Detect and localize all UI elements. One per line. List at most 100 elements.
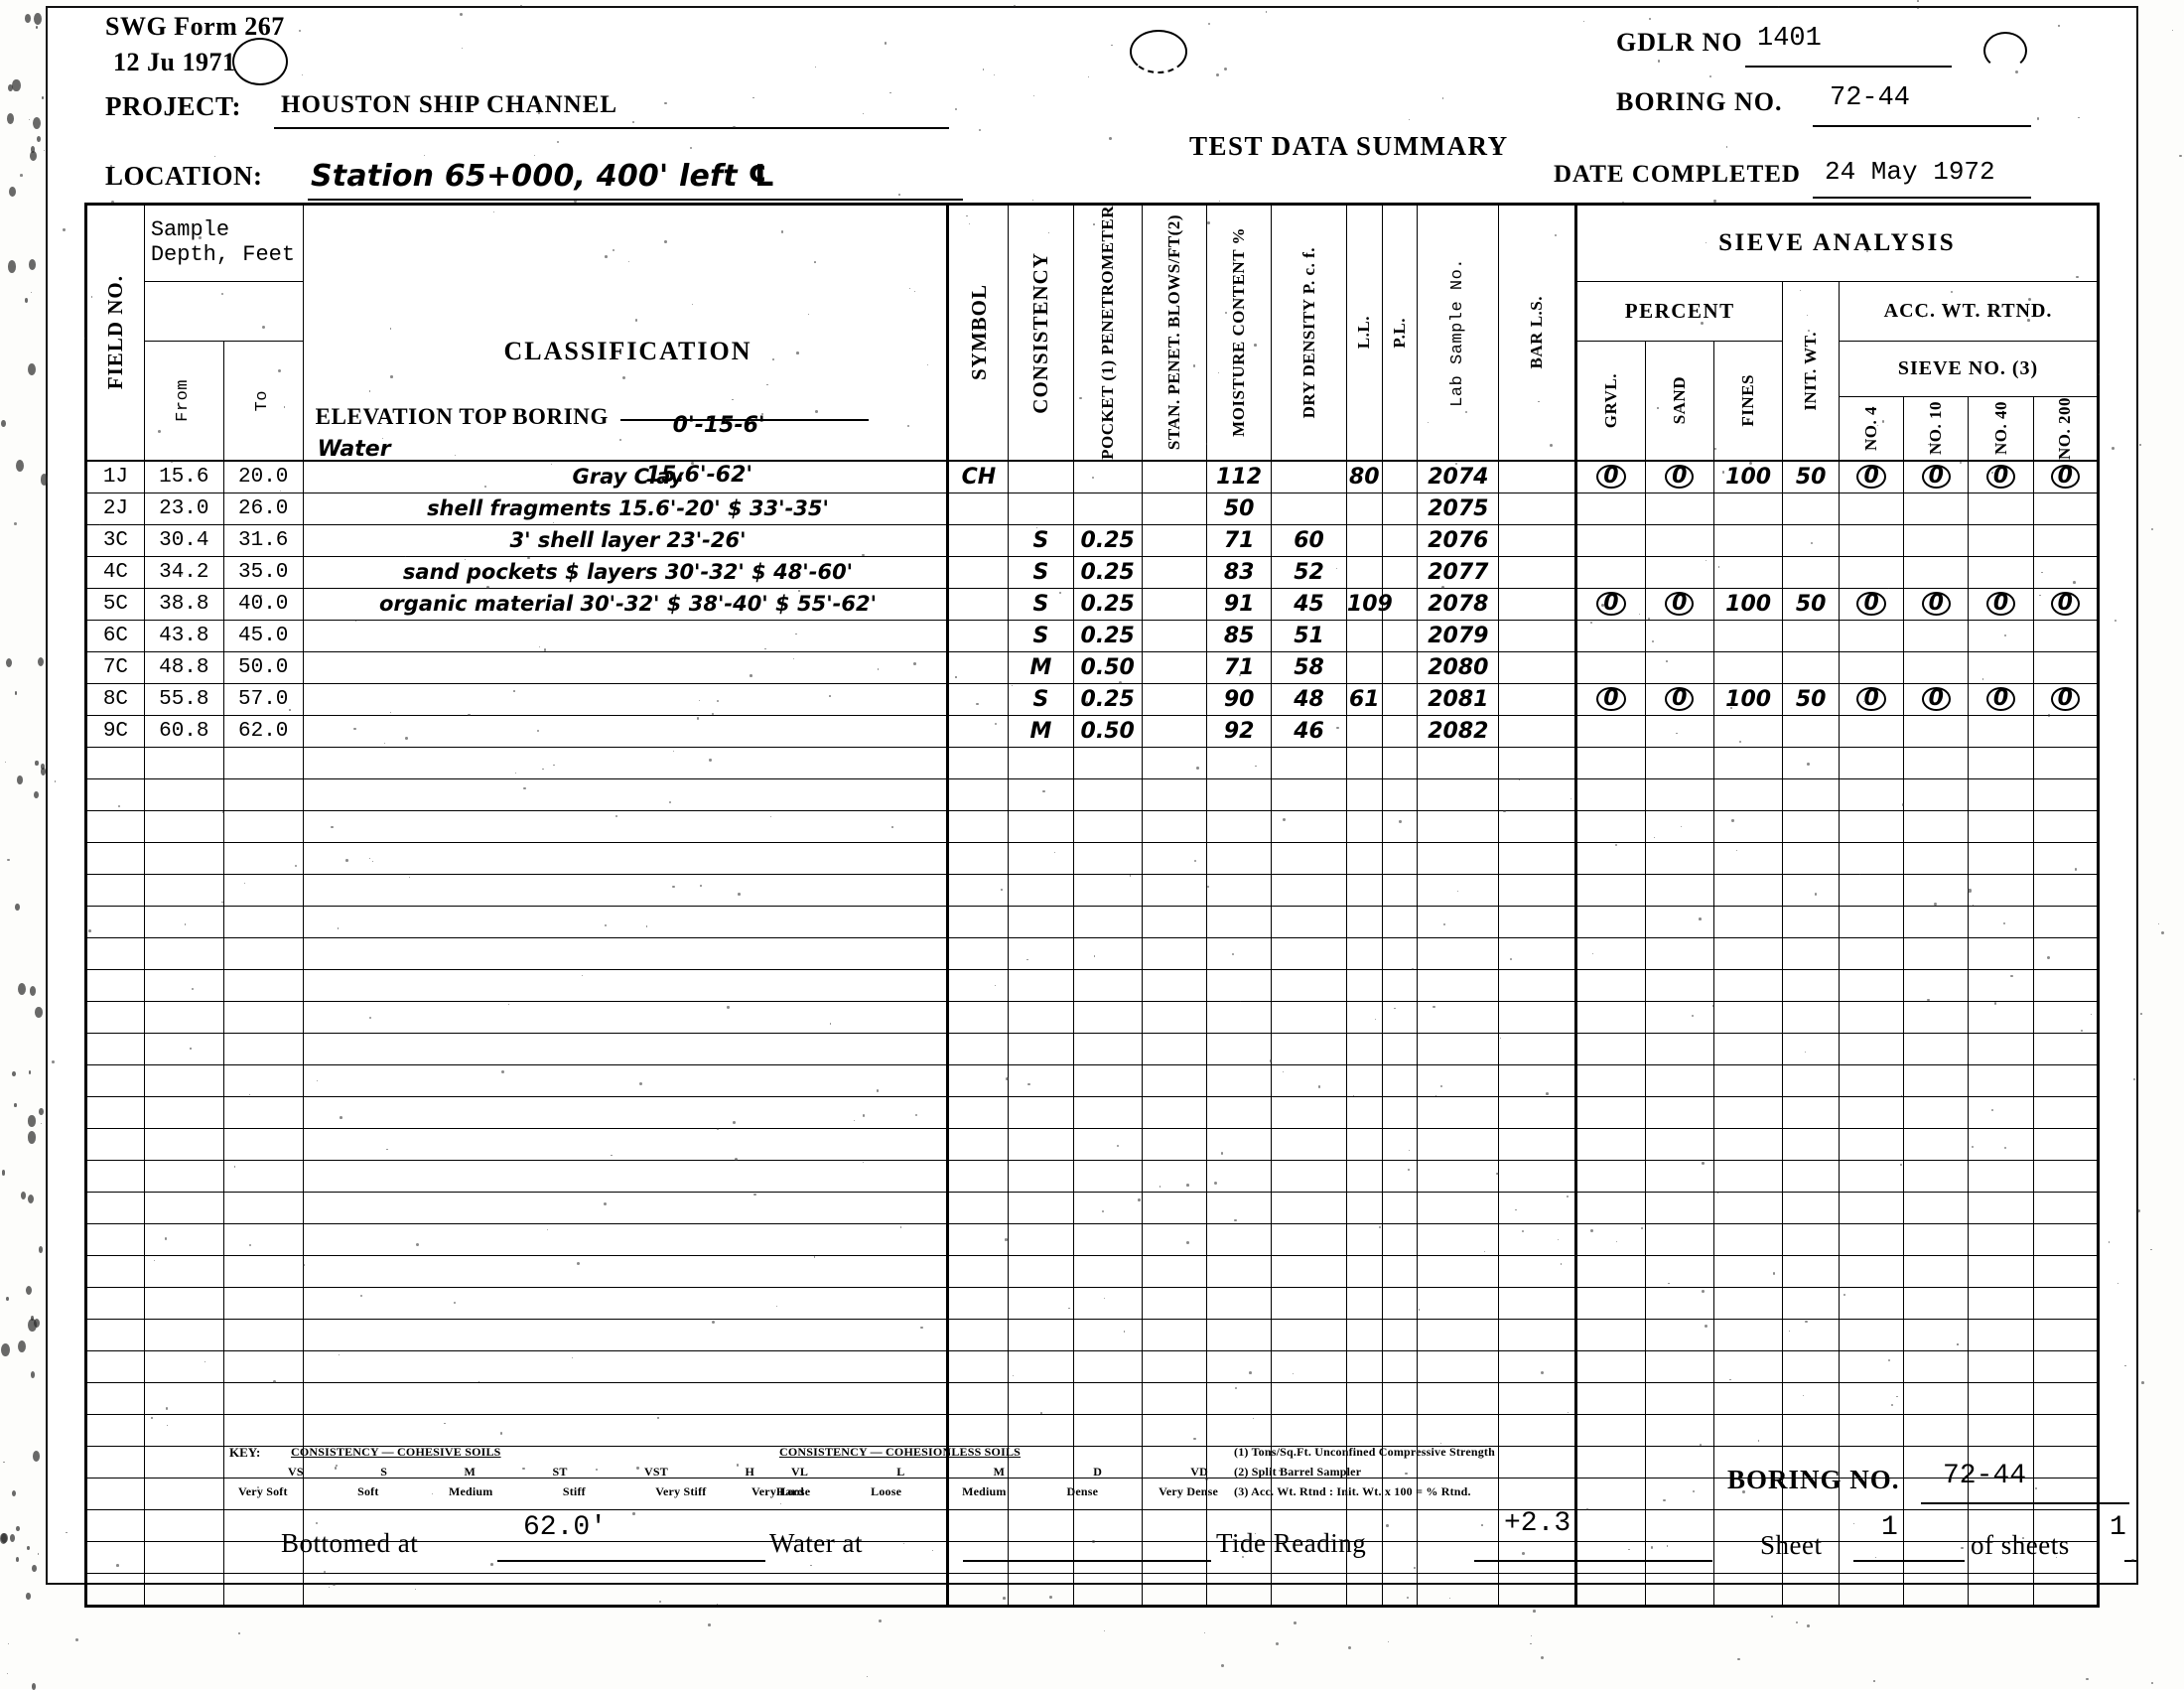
scan-speckle [1123, 1330, 1126, 1333]
scan-speckle [233, 1166, 236, 1168]
table-row: 9C 60.8 62.0 M 0.50 92 46 2082 [84, 714, 2101, 748]
cell-blank [1072, 936, 1143, 970]
scan-speckle [1951, 291, 1953, 294]
cell-blank [1839, 809, 1905, 843]
scan-speckle [2027, 319, 2030, 322]
scan-speckle [712, 1320, 716, 1325]
scan-speckle [978, 128, 982, 132]
scan-speckle [1729, 1378, 1731, 1381]
scan-speckle [220, 293, 223, 296]
cell-ll [1345, 523, 1383, 557]
scan-speckle [1005, 1238, 1008, 1242]
scan-speckle [1796, 1620, 1799, 1623]
scan-speckle [2139, 443, 2141, 446]
scan-speckle [1968, 889, 1972, 893]
cell-blank [1903, 1000, 1970, 1034]
scan-speckle [222, 811, 224, 813]
cell-blank [1782, 1222, 1841, 1256]
cell-blank [1712, 1286, 1784, 1320]
cell-blows [1141, 619, 1208, 652]
scan-speckle [1705, 1324, 1708, 1328]
scan-speckle [527, 556, 530, 560]
cell-blank [1008, 905, 1074, 938]
cell-blank [1644, 809, 1714, 843]
scan-speckle [1249, 1370, 1252, 1374]
scan-speckle [2003, 634, 2007, 637]
scan-speckle [769, 815, 772, 818]
cell-blank [2032, 1222, 2101, 1256]
scan-speckle [1252, 1418, 1254, 1420]
cell-blank [2032, 1572, 2101, 1608]
cell-bar [1498, 650, 1577, 684]
scan-speckle [889, 91, 891, 94]
scan-speckle [733, 1121, 736, 1124]
scan-speckle [1748, 462, 1752, 466]
cell-blank [1072, 1318, 1143, 1351]
scan-speckle [1092, 1539, 1096, 1543]
cell-blank [1903, 1063, 1970, 1097]
cell-to: 57.0 [222, 682, 304, 716]
scan-speckle [2073, 580, 2076, 584]
cell-grvl [1574, 555, 1646, 589]
scan-speckle [98, 523, 100, 525]
scan-speckle [1101, 1209, 1105, 1212]
scan-speckle [1770, 1616, 1773, 1619]
cell-blank [1072, 968, 1143, 1002]
scan-artifact-circle-left [1130, 30, 1187, 73]
cell-blank [1417, 1222, 1500, 1256]
cell-blank [1345, 1254, 1383, 1288]
page-title: TEST DATA SUMMARY [1189, 131, 1509, 161]
scan-speckle [657, 1417, 659, 1419]
cell-moisture: 90 [1206, 682, 1273, 716]
cell-blank [1968, 1191, 2034, 1224]
cell-blank [1903, 936, 1970, 970]
cell-value: S [1032, 591, 1049, 617]
cell-blank [84, 1413, 145, 1447]
scan-edge-grime [15, 691, 18, 695]
scan-speckle [1583, 20, 1585, 22]
cell-value: 34.2 [159, 560, 209, 584]
cell-blank [1141, 1191, 1208, 1224]
cell-blank [1008, 777, 1074, 811]
scan-speckle [1881, 420, 1885, 423]
scan-speckle [717, 699, 720, 703]
cell-blank [143, 1222, 224, 1256]
cell-blank [1206, 1191, 1273, 1224]
cell-blank [143, 841, 224, 875]
scan-speckle [52, 1060, 55, 1064]
cell-blank [1644, 1413, 1714, 1447]
scan-speckle [604, 255, 608, 258]
cell-blank [1782, 1413, 1841, 1447]
cell-blank [2032, 1254, 2101, 1288]
legend-cohesionless-abbr-3: D [1093, 1465, 1103, 1479]
cell-blank [1417, 1413, 1500, 1447]
cell-blank [946, 1191, 1010, 1224]
cell-blank [1141, 936, 1208, 970]
cell-blank [1498, 1254, 1577, 1288]
cell-blank [1345, 1286, 1383, 1320]
scan-speckle [2078, 116, 2080, 119]
legend-cohesive-abbr-5: H [745, 1465, 754, 1479]
scan-speckle [1026, 958, 1028, 961]
cell-blank [84, 1159, 145, 1193]
scan-speckle [2037, 117, 2040, 120]
scan-speckle [1666, 1545, 1669, 1547]
cell-to: 62.0 [222, 714, 304, 748]
cell-value: 50 [1795, 464, 1827, 490]
scan-speckle [1916, 6, 1920, 9]
cell-blank [222, 1572, 304, 1608]
scan-speckle [1195, 766, 1199, 770]
cell-blank [1574, 873, 1646, 907]
cell-value: 0.50 [1080, 654, 1135, 680]
scan-speckle [1001, 889, 1003, 892]
cell-bar [1498, 459, 1577, 493]
cell-value: 2077 [1428, 559, 1489, 585]
cell-blank [1839, 1127, 1905, 1161]
scan-speckle [780, 230, 784, 234]
cell-blank [84, 1191, 145, 1224]
cell-value: 5C [102, 592, 129, 616]
legend-cohesionless-title: CONSISTENCY — COHESIONLESS SOILS [779, 1445, 1022, 1459]
scan-speckle [1223, 68, 1227, 70]
cell-blank [1712, 1349, 1784, 1383]
scan-edge-grime [40, 473, 49, 486]
